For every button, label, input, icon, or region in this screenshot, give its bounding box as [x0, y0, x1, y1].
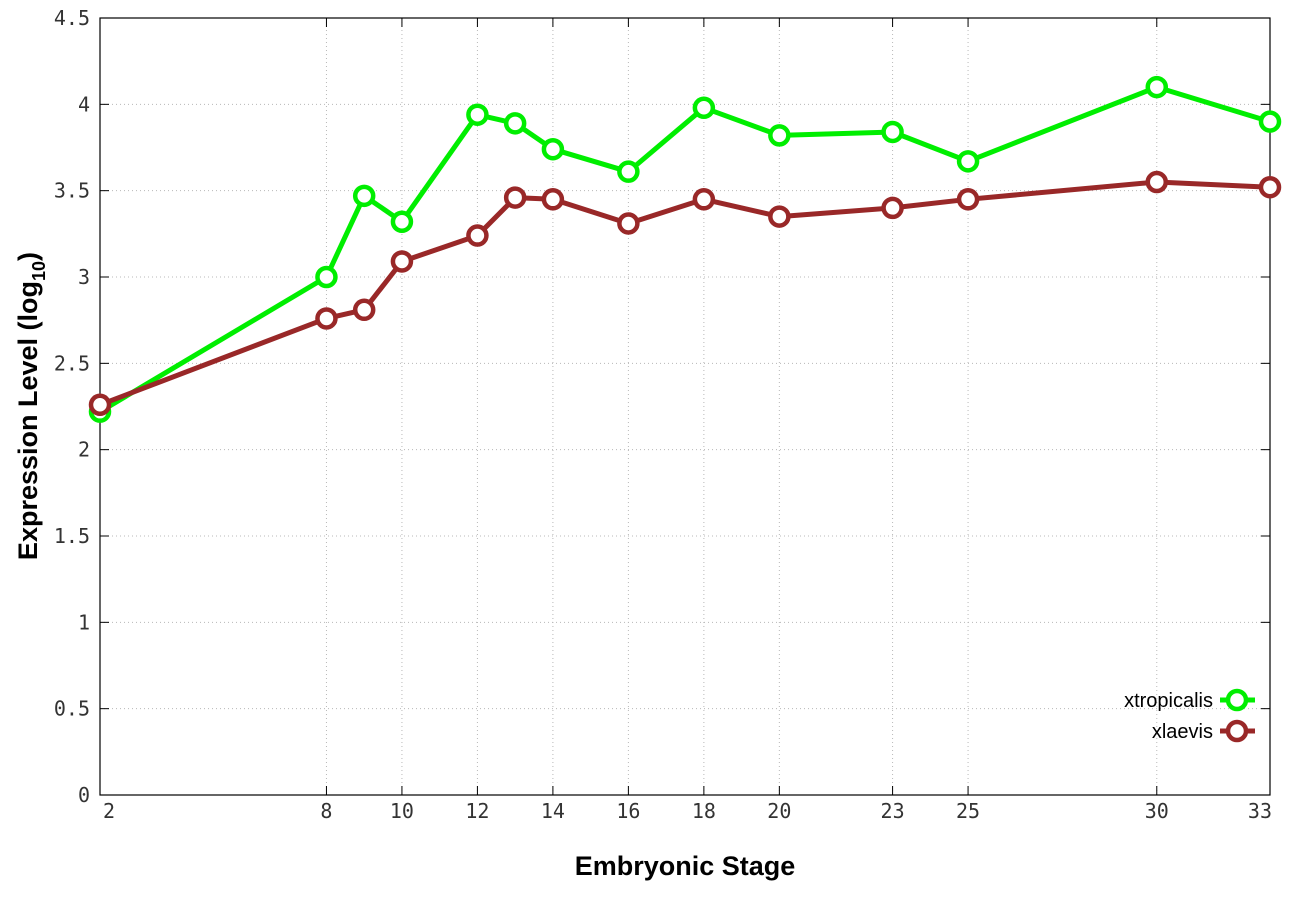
- data-point-xtropicalis: [768, 124, 791, 147]
- data-point-xtropicalis: [956, 150, 980, 173]
- legend-label: xlaevis: [1152, 721, 1213, 743]
- series-layer: [88, 75, 1282, 423]
- x-tick-label: 10: [390, 799, 414, 823]
- axis-ticks: [99, 17, 1271, 796]
- data-point-xlaevis: [881, 196, 904, 220]
- data-point-xlaevis: [956, 188, 980, 211]
- y-axis-title-main: Expression Level (log: [13, 281, 43, 560]
- x-tick-label: 20: [767, 799, 791, 823]
- data-point-xlaevis: [88, 393, 112, 417]
- series-xtropicalis: [88, 75, 1282, 423]
- data-point-xlaevis: [1258, 175, 1282, 199]
- x-tick-label: 12: [465, 799, 489, 823]
- x-tick-label: 23: [881, 799, 905, 823]
- y-tick-label: 2: [78, 438, 90, 462]
- data-point-xtropicalis: [1258, 110, 1282, 133]
- data-point-xtropicalis: [692, 96, 716, 120]
- data-point-xtropicalis: [315, 265, 338, 289]
- x-tick-label: 33: [1248, 799, 1272, 823]
- legend-marker: [1225, 688, 1249, 712]
- data-point-xlaevis: [768, 205, 791, 228]
- y-tick-label: 3: [78, 265, 90, 289]
- x-tick-label: 18: [692, 799, 716, 823]
- data-point-xtropicalis: [1145, 75, 1169, 99]
- y-tick-label: 1.5: [54, 524, 90, 548]
- y-tick-label: 4.5: [54, 6, 90, 30]
- x-tick-label: 8: [320, 799, 332, 823]
- data-point-xlaevis: [1145, 170, 1169, 194]
- plot-frame: [99, 17, 1271, 796]
- y-tick-label: 0: [78, 783, 90, 807]
- data-point-xlaevis: [315, 307, 338, 330]
- legend-marker: [1225, 719, 1249, 743]
- x-tick-label: 14: [541, 799, 565, 823]
- data-point-xtropicalis: [352, 184, 376, 208]
- grid-lines: [100, 18, 1270, 795]
- legend-label: xtropicalis: [1124, 690, 1213, 712]
- data-point-xtropicalis: [541, 137, 565, 161]
- data-point-xlaevis: [503, 186, 527, 209]
- data-point-xtropicalis: [617, 160, 640, 183]
- x-tick-label: 30: [1145, 799, 1169, 823]
- x-axis-title: Embryonic Stage: [575, 851, 796, 881]
- y-tick-labels: 0 0.5 1 1.5 2 2.5 3 3.5 4 4.5: [54, 6, 90, 807]
- data-point-xlaevis: [466, 224, 489, 247]
- data-point-xlaevis: [617, 212, 640, 235]
- data-point-xlaevis: [390, 250, 414, 273]
- legend: xtropicalis xlaevis: [1124, 688, 1255, 743]
- x-tick-label: 25: [956, 799, 980, 823]
- x-tick-labels: 2 8 10 12 14 16 18 20 23 25 30 33: [103, 799, 1272, 823]
- y-axis-title: Expression Level (log10): [13, 252, 49, 560]
- data-point-xlaevis: [352, 298, 376, 322]
- data-point-xtropicalis: [390, 210, 414, 233]
- data-point-xtropicalis: [881, 120, 904, 144]
- y-axis-title-close: ): [13, 252, 43, 261]
- series-xlaevis: [88, 170, 1282, 417]
- data-point-xtropicalis: [503, 112, 527, 135]
- y-tick-label: 4: [78, 92, 90, 116]
- y-tick-label: 3.5: [54, 179, 90, 203]
- y-tick-label: 2.5: [54, 351, 90, 375]
- y-tick-label: 1: [78, 610, 90, 634]
- data-point-xlaevis: [692, 188, 716, 211]
- y-axis-title-subscript: 10: [29, 261, 49, 281]
- x-tick-label: 16: [616, 799, 640, 823]
- x-tick-label: 2: [103, 799, 115, 823]
- data-point-xtropicalis: [466, 103, 489, 126]
- data-point-xlaevis: [541, 188, 565, 211]
- y-tick-label: 0.5: [54, 697, 90, 721]
- series-line-xlaevis: [99, 179, 1271, 408]
